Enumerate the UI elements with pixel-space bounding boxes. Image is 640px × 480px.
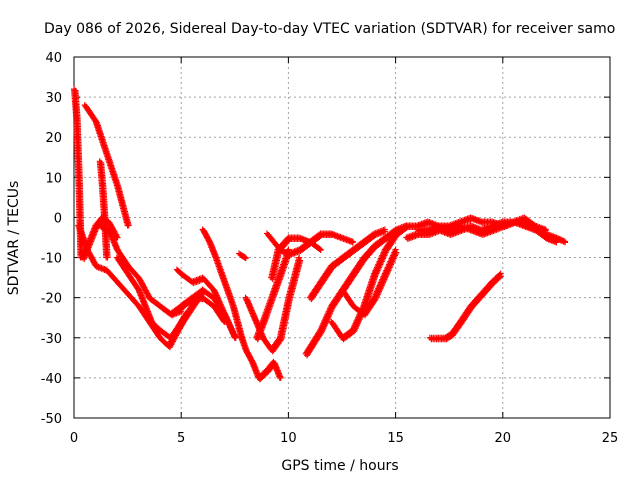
series-track (96, 158, 111, 261)
series-track (414, 214, 549, 238)
x-tick-label: 5 (177, 431, 185, 446)
y-axis-label: SDTVAR / TECUs (6, 181, 22, 296)
series-track (426, 270, 504, 343)
data-point (392, 246, 399, 253)
x-tick-label: 15 (387, 431, 404, 446)
y-tick-label: 30 (45, 91, 62, 106)
data-point (231, 334, 238, 341)
plot-frame (73, 56, 611, 419)
data-points (71, 86, 569, 383)
data-point (553, 238, 560, 245)
y-tick-label: -50 (41, 412, 62, 427)
data-point (393, 249, 400, 256)
data-point (113, 234, 120, 241)
axis-ticks: 0 5 10 15 20 25 -50 -40 -30 -20 -10 0 10 20 30 40 (41, 51, 619, 446)
y-tick-label: 0 (54, 211, 62, 226)
x-tick-label: 0 (70, 431, 78, 446)
data-point (242, 254, 249, 261)
series-track (242, 254, 304, 355)
data-point (296, 254, 303, 261)
data-point (77, 254, 84, 261)
data-point (124, 222, 131, 229)
data-point (381, 226, 388, 233)
series-track (146, 294, 228, 325)
series-track (236, 250, 249, 262)
series-track (238, 334, 284, 383)
chart-title: Day 086 of 2026, Sidereal Day-to-day VTE… (44, 21, 615, 37)
data-point (297, 257, 304, 264)
series-track (302, 226, 399, 359)
series-track (71, 86, 85, 261)
series-track (328, 222, 410, 343)
y-tick-label: 40 (45, 51, 62, 66)
data-point (497, 270, 504, 277)
y-tick-label: -30 (41, 332, 62, 347)
data-point (542, 226, 549, 233)
data-point (276, 374, 283, 381)
data-point (349, 238, 356, 245)
data-point (285, 246, 292, 253)
series-track (81, 102, 132, 229)
y-tick-label: 20 (45, 131, 62, 146)
series-track (306, 226, 388, 303)
y-tick-label: -20 (41, 292, 62, 307)
series-track (339, 246, 400, 319)
x-axis-label: GPS time / hours (281, 458, 398, 474)
y-tick-label: -40 (41, 372, 62, 387)
x-tick-label: 10 (280, 431, 297, 446)
x-tick-label: 20 (495, 431, 512, 446)
data-point (221, 318, 228, 325)
y-tick-label: 10 (45, 171, 62, 186)
data-point (103, 254, 110, 261)
y-tick-label: -10 (41, 252, 62, 267)
series-track (199, 226, 246, 341)
data-point (317, 246, 324, 253)
x-tick-label: 25 (602, 431, 619, 446)
data-point (286, 249, 293, 256)
series-track (253, 246, 293, 343)
data-point (561, 238, 568, 245)
